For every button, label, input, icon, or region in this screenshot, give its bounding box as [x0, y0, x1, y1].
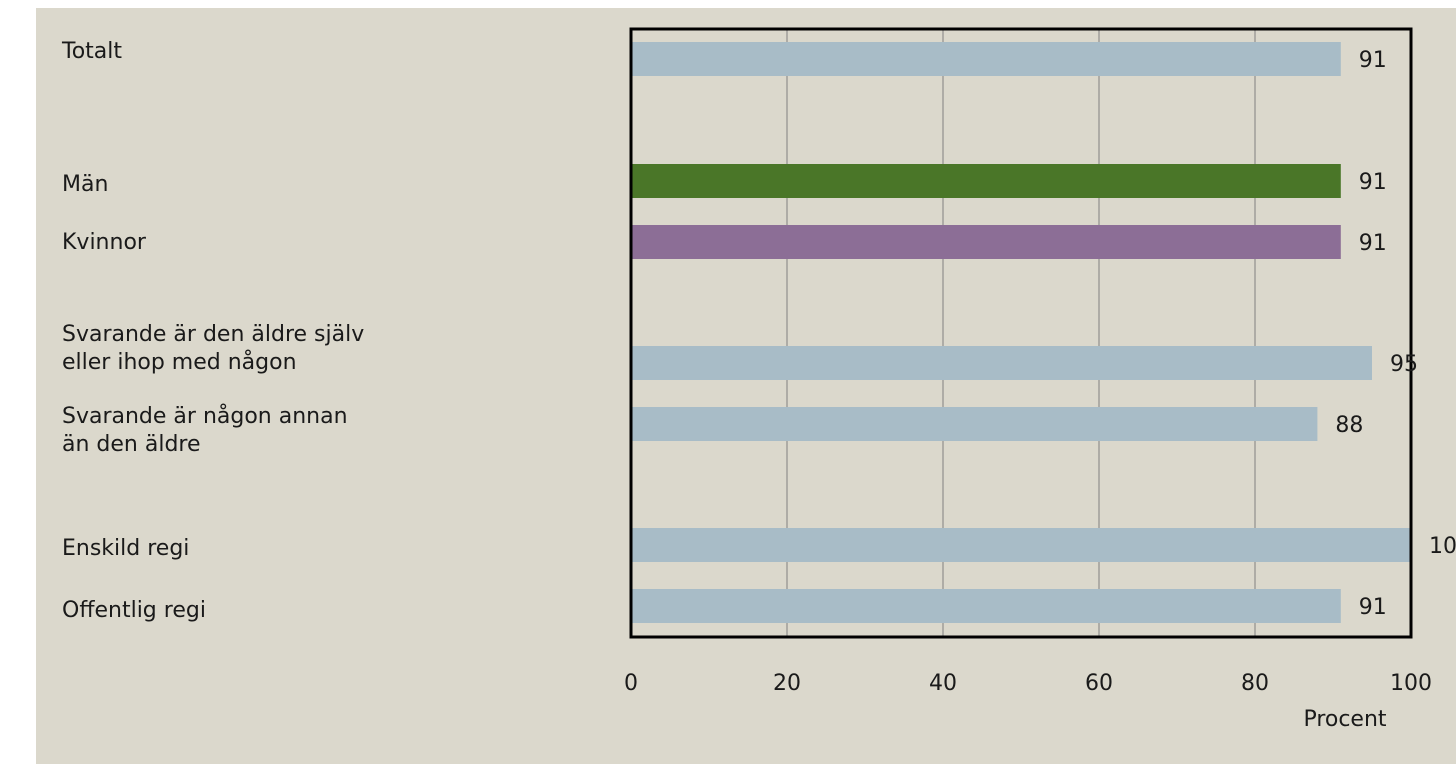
- x-tick-label: 60: [1085, 671, 1113, 696]
- x-tick-label: 40: [929, 671, 957, 696]
- bar: [631, 589, 1341, 623]
- bars: [631, 42, 1411, 623]
- data-label: 91: [1359, 170, 1387, 195]
- bar: [631, 407, 1318, 441]
- bar: [631, 346, 1372, 380]
- category-label: Svarande är någon annan än den äldre: [62, 404, 348, 457]
- data-label: 88: [1335, 413, 1363, 438]
- bar: [631, 225, 1341, 259]
- plot-frame: [629, 27, 1413, 639]
- category-label: Offentlig regi: [62, 598, 206, 623]
- x-tick-label: 0: [624, 671, 638, 696]
- category-label: Totalt: [62, 39, 123, 64]
- data-labels: 91 91 91 95 88 100 91: [1335, 48, 1456, 620]
- x-tick-label: 80: [1241, 671, 1269, 696]
- bar: [631, 164, 1341, 198]
- x-tick-label: 20: [773, 671, 801, 696]
- data-label: 100: [1429, 534, 1456, 559]
- bar: [631, 42, 1341, 76]
- category-label: Svarande är den äldre själv eller ihop m…: [62, 322, 365, 375]
- x-axis-title: Procent: [1303, 707, 1386, 732]
- bar: [631, 528, 1411, 562]
- category-label: Enskild regi: [62, 536, 190, 561]
- data-label: 95: [1390, 352, 1418, 377]
- x-axis-ticks: 0 20 40 60 80 100: [624, 671, 1432, 696]
- data-label: 91: [1359, 48, 1387, 73]
- category-label: Kvinnor: [62, 230, 146, 255]
- category-label: Män: [62, 172, 109, 197]
- x-tick-label: 100: [1390, 671, 1432, 696]
- data-label: 91: [1359, 595, 1387, 620]
- data-label: 91: [1359, 231, 1387, 256]
